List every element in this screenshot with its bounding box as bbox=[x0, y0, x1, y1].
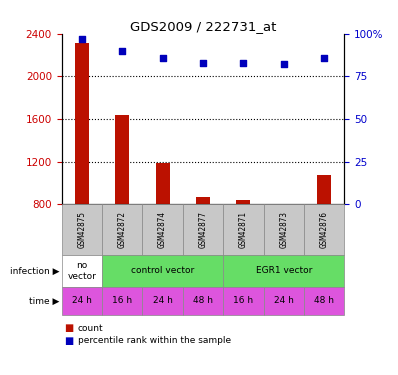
Text: control vector: control vector bbox=[131, 266, 194, 275]
Bar bbox=[156, 163, 170, 204]
Text: 48 h: 48 h bbox=[314, 296, 334, 305]
Text: 24 h: 24 h bbox=[274, 296, 294, 305]
Text: GSM42877: GSM42877 bbox=[199, 211, 207, 248]
Point bbox=[160, 55, 166, 61]
Point bbox=[321, 55, 327, 61]
Bar bbox=[75, 44, 89, 204]
Point bbox=[240, 60, 246, 66]
Text: GSM42872: GSM42872 bbox=[118, 211, 127, 248]
Text: count: count bbox=[78, 324, 103, 333]
Text: no
vector: no vector bbox=[67, 261, 96, 280]
Text: 16 h: 16 h bbox=[233, 296, 254, 305]
Bar bbox=[317, 174, 331, 204]
Text: infection ▶: infection ▶ bbox=[10, 266, 60, 275]
Title: GDS2009 / 222731_at: GDS2009 / 222731_at bbox=[130, 20, 276, 33]
Point bbox=[281, 62, 287, 68]
Text: GSM42875: GSM42875 bbox=[77, 211, 86, 248]
Text: GSM42876: GSM42876 bbox=[320, 211, 329, 248]
Text: 24 h: 24 h bbox=[72, 296, 92, 305]
Text: EGR1 vector: EGR1 vector bbox=[256, 266, 312, 275]
Text: percentile rank within the sample: percentile rank within the sample bbox=[78, 336, 231, 345]
Text: GSM42873: GSM42873 bbox=[279, 211, 288, 248]
Text: 16 h: 16 h bbox=[112, 296, 132, 305]
Text: 24 h: 24 h bbox=[153, 296, 173, 305]
Text: ■: ■ bbox=[64, 324, 73, 333]
Text: ■: ■ bbox=[64, 336, 73, 346]
Point bbox=[200, 60, 206, 66]
Text: GSM42874: GSM42874 bbox=[158, 211, 167, 248]
Bar bbox=[236, 200, 250, 204]
Point bbox=[119, 48, 125, 54]
Text: time ▶: time ▶ bbox=[29, 296, 60, 305]
Bar bbox=[115, 115, 129, 204]
Text: GSM42871: GSM42871 bbox=[239, 211, 248, 248]
Bar bbox=[196, 197, 210, 204]
Text: 48 h: 48 h bbox=[193, 296, 213, 305]
Point bbox=[79, 36, 85, 42]
